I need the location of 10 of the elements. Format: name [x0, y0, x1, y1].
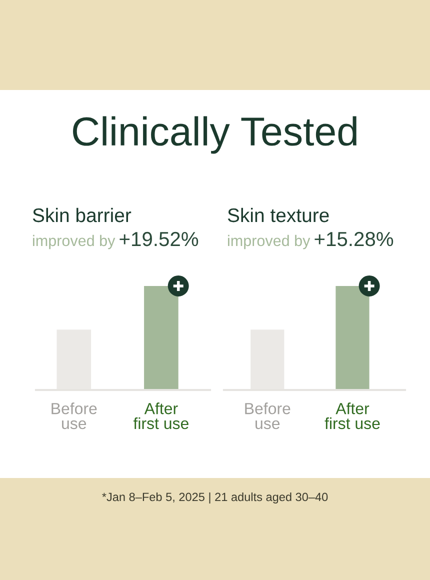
text: *Jan 8–Feb 5, 2025 | 21 adults aged 30–40 — [102, 492, 328, 504]
chart-title: Skin texture — [228, 208, 329, 222]
chart-subtitle: improved by +15.28% — [228, 232, 394, 250]
x-tick-label: Before use — [52, 402, 97, 430]
x-tick-label: After first use — [133, 402, 188, 430]
chart-subtitle: improved by +19.52% — [33, 232, 198, 250]
text: Clinically Tested — [73, 116, 356, 154]
x-tick-label: After first use — [324, 402, 380, 430]
chart-title: Skin barrier — [32, 208, 132, 222]
x-tick-label: Before use — [245, 402, 290, 430]
